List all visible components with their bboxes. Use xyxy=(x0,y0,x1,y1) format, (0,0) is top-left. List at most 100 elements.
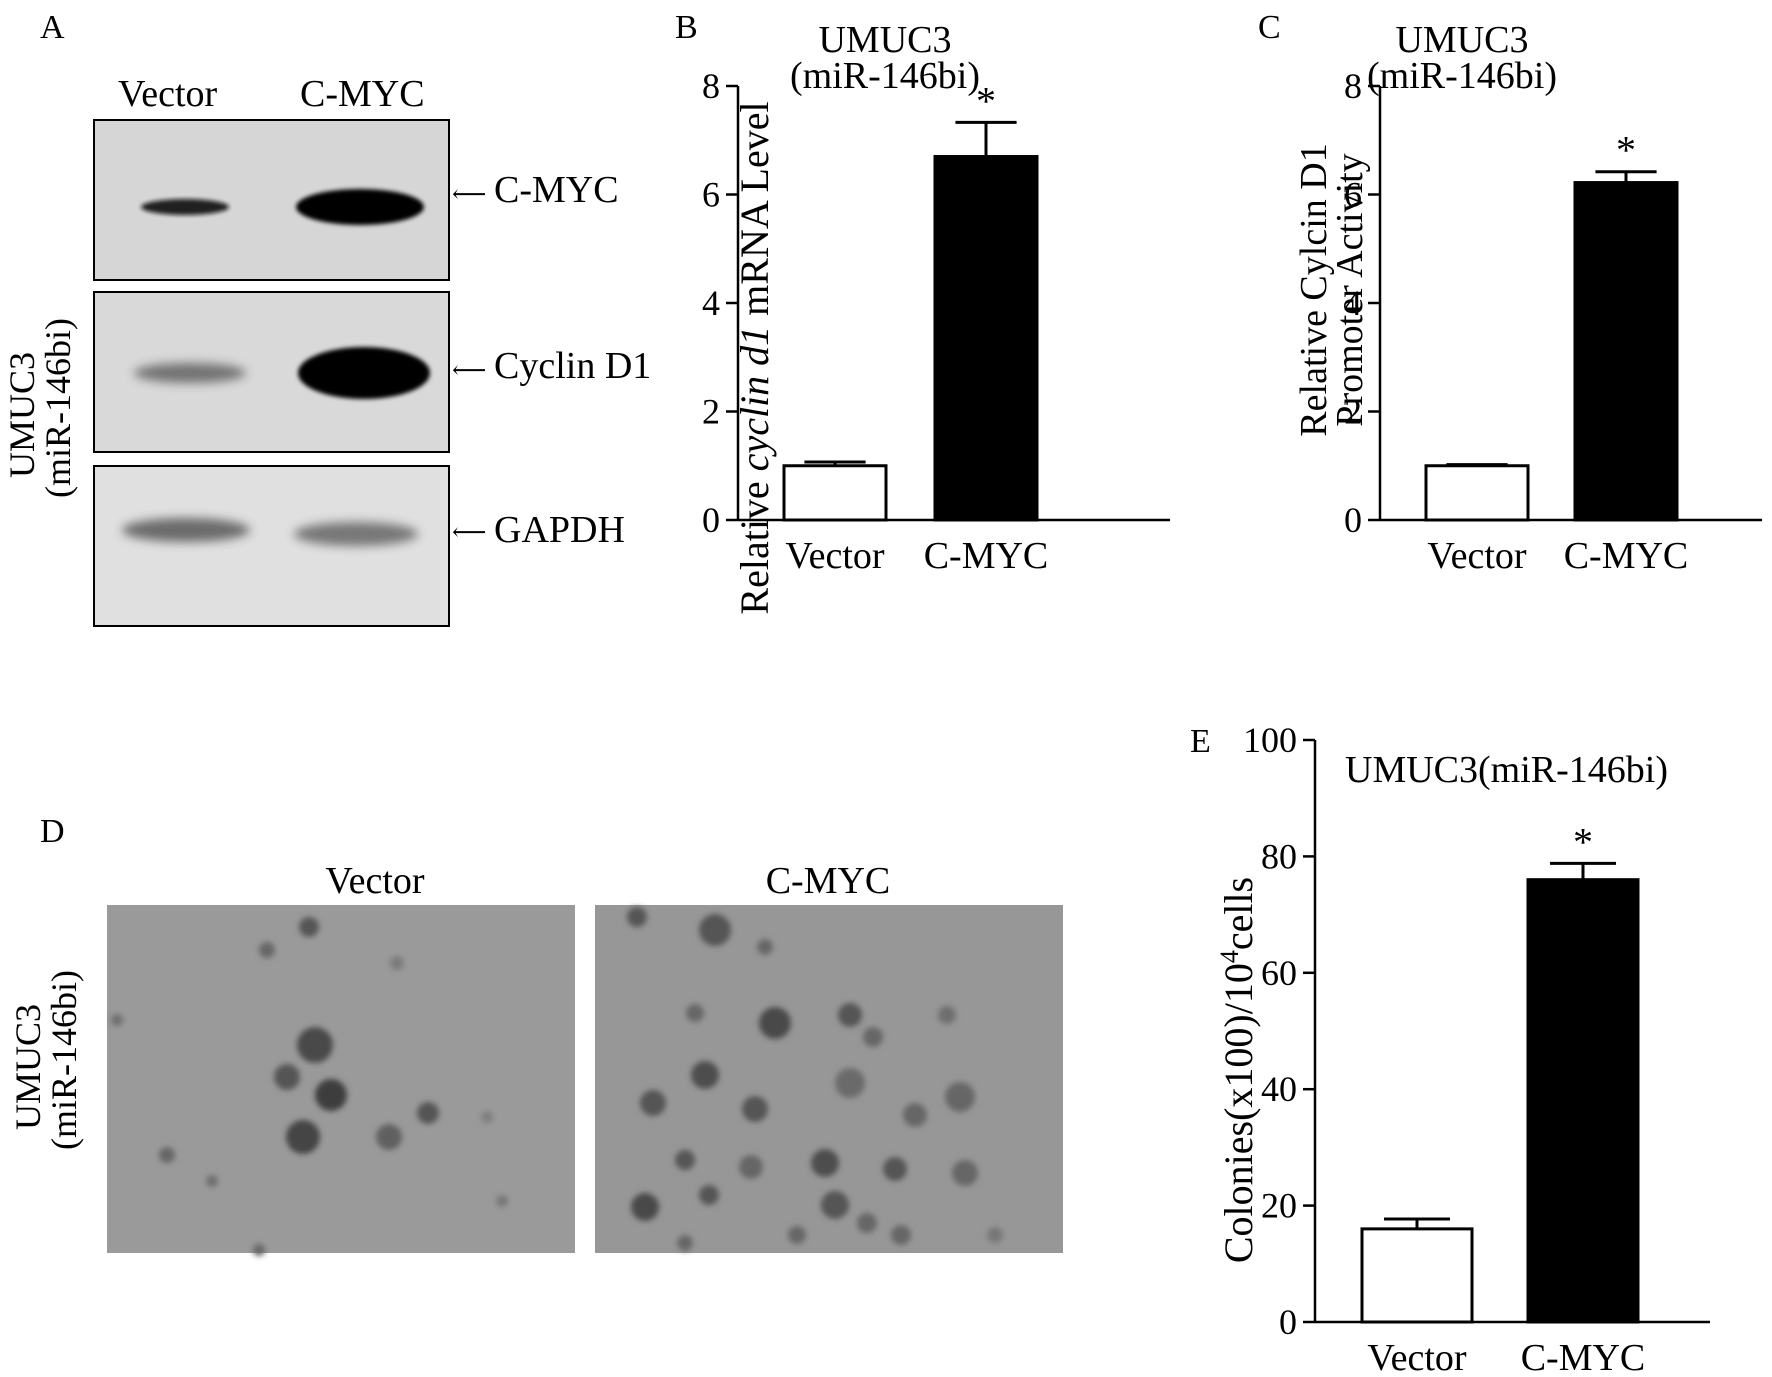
panel-d: D Vector C-MYC UMUC3 (miR-146bi) xyxy=(8,813,1063,1256)
blot-c-myc-label: C-MYC xyxy=(494,169,619,211)
colony xyxy=(811,1149,839,1177)
colony xyxy=(821,1191,849,1219)
panel-d-letter: D xyxy=(40,813,65,850)
chart-c-ytick-label: 8 xyxy=(1344,66,1362,106)
colony xyxy=(481,1111,493,1123)
image-label-vector: Vector xyxy=(325,860,425,902)
chart-b-title-line2: (miR-146bi) xyxy=(790,55,980,97)
colony xyxy=(788,1226,806,1244)
chart-b-ytick-label: 6 xyxy=(702,175,720,215)
chart-e-category-label: Vector xyxy=(1367,1337,1467,1377)
panel-b-letter: B xyxy=(675,9,698,46)
chart-b-title-line1: UMUC3 xyxy=(818,19,951,61)
colony xyxy=(274,1064,300,1090)
chart-c-ylabel-line2: Promoter Activity xyxy=(1329,153,1371,426)
colony xyxy=(159,1147,175,1163)
colony xyxy=(742,1096,768,1122)
chart-c-significance-star: * xyxy=(1616,128,1636,173)
colony xyxy=(390,956,404,970)
colony xyxy=(627,907,647,927)
chart-c-category-label: Vector xyxy=(1427,535,1527,577)
lane-label-c-myc: C-MYC xyxy=(300,73,425,115)
blot-c-myc-band-c-myc xyxy=(296,189,424,225)
colony xyxy=(863,1027,883,1047)
chart-e-bar-1 xyxy=(1526,878,1640,1324)
chart-e-ylabel: Colonies(x100)/104cells xyxy=(1215,877,1261,1263)
colony xyxy=(945,1082,975,1112)
colony xyxy=(838,1003,862,1027)
chart-b-ytick-label: 8 xyxy=(702,66,720,106)
chart-e-bar-0 xyxy=(1360,1227,1474,1324)
chart-c-ytick-label: 2 xyxy=(1344,392,1362,432)
colony xyxy=(835,1068,865,1098)
chart-c-ylabel: Relative Cylcin D1 Promoter Activity xyxy=(1293,143,1371,436)
chart-b-ytick-label: 2 xyxy=(702,392,720,432)
blot-c-myc-band-vector xyxy=(141,199,229,215)
colony xyxy=(699,914,731,946)
colony xyxy=(952,1160,978,1186)
colony xyxy=(757,939,773,955)
colony xyxy=(111,1014,123,1026)
panel-a-side-label-line1: UMUC3 xyxy=(2,352,42,478)
blot-gapdh: ⟵ GAPDH xyxy=(93,465,625,627)
chart-c-category-label: C-MYC xyxy=(1564,535,1689,577)
colony xyxy=(677,1235,693,1251)
panel-a-side-label-line2: (miR-146bi) xyxy=(38,318,78,498)
arrow-icon: ⟵ xyxy=(452,358,486,384)
blot-cyclin-d1-band-c-myc xyxy=(298,347,430,399)
lane-label-vector: Vector xyxy=(118,73,218,115)
colony xyxy=(640,1090,666,1116)
colony xyxy=(376,1124,402,1150)
colony-image-vector xyxy=(107,905,575,1253)
colony xyxy=(417,1102,439,1124)
image-label-c-myc: C-MYC xyxy=(766,860,891,902)
chart-e: E UMUC3(miR-146bi) Colonies(x100)/104cel… xyxy=(1190,720,1710,1377)
colonies-c-myc xyxy=(627,907,1003,1251)
chart-b-bar-1 xyxy=(933,155,1039,522)
colony xyxy=(987,1227,1003,1243)
chart-c: C UMUC3 (miR-146bi) Relative Cylcin D1 P… xyxy=(1258,9,1762,577)
chart-b-bar-0 xyxy=(782,464,888,522)
blot-gapdh-membrane xyxy=(93,465,450,627)
panel-a-letter: A xyxy=(40,9,65,46)
colony xyxy=(903,1103,927,1127)
colony xyxy=(286,1120,320,1154)
colony xyxy=(938,1006,956,1024)
colony xyxy=(315,1079,347,1111)
colony xyxy=(739,1155,763,1179)
chart-b-ytick-label: 0 xyxy=(702,500,720,540)
chart-e-significance-star: * xyxy=(1573,819,1593,864)
colony xyxy=(857,1213,877,1233)
chart-b-ylabel: Relative cyclin d1 mRNA Level xyxy=(732,101,777,614)
chart-c-ytick-label: 0 xyxy=(1344,500,1362,540)
colony xyxy=(631,1193,659,1221)
chart-c-ytick-label: 6 xyxy=(1344,175,1362,215)
colony xyxy=(686,1004,704,1022)
chart-e-ytick-label: 20 xyxy=(1261,1186,1297,1226)
chart-c-title-line1: UMUC3 xyxy=(1395,19,1528,61)
panel-d-side-label-line2: (miR-146bi) xyxy=(44,970,84,1150)
panel-a-side-label: UMUC3 (miR-146bi) xyxy=(2,318,78,498)
colonies-vector xyxy=(111,917,508,1256)
colony xyxy=(206,1175,218,1187)
colony xyxy=(759,1007,791,1039)
panel-d-side-label-line1: UMUC3 xyxy=(8,1004,48,1130)
chart-c-title-line2: (miR-146bi) xyxy=(1367,55,1557,97)
colony xyxy=(253,1244,265,1256)
blot-gapdh-band-c-myc xyxy=(294,522,418,546)
blot-cyclin-d1-band-vector xyxy=(134,363,246,383)
chart-b: B UMUC3 (miR-146bi) Relative cyclin d1 m… xyxy=(675,9,1170,615)
panel-e-letter: E xyxy=(1190,723,1211,760)
chart-c-ytick-label: 4 xyxy=(1344,283,1362,323)
colony xyxy=(699,1185,719,1205)
chart-b-significance-star: * xyxy=(976,78,996,123)
panel-d-side-label: UMUC3 (miR-146bi) xyxy=(8,970,84,1150)
chart-e-ytick-label: 100 xyxy=(1243,720,1297,760)
colony xyxy=(883,1157,907,1181)
colony xyxy=(691,1061,719,1089)
chart-e-ytick-label: 60 xyxy=(1261,953,1297,993)
chart-c-ylabel-line1: Relative Cylcin D1 xyxy=(1293,143,1335,436)
chart-b-ytick-label: 4 xyxy=(702,283,720,323)
blot-cyclin-d1-label: Cyclin D1 xyxy=(494,345,651,387)
